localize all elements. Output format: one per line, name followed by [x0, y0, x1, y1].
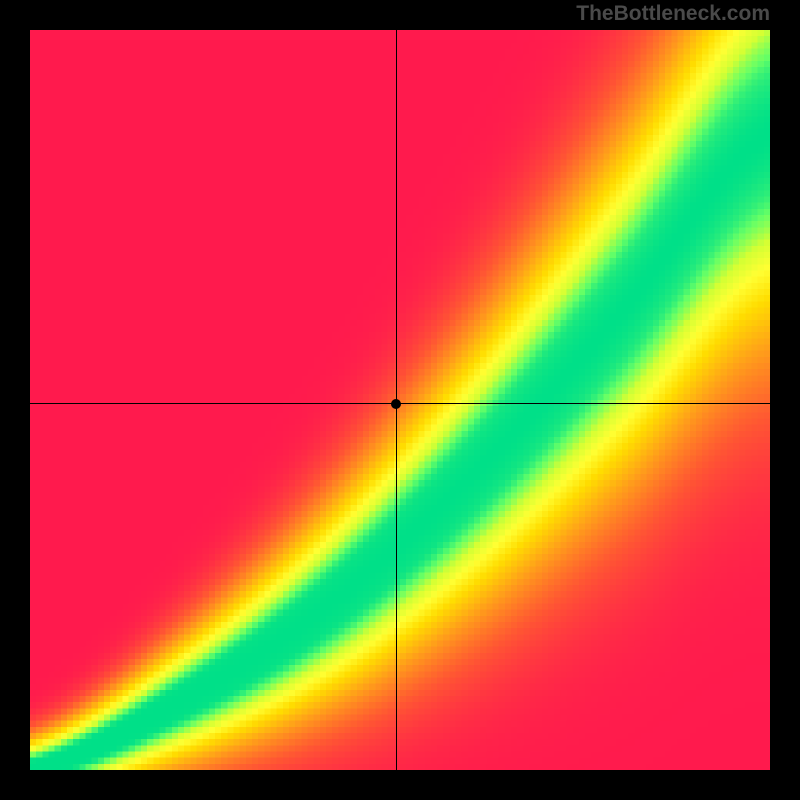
crosshair-marker — [391, 399, 401, 409]
watermark-text: TheBottleneck.com — [576, 2, 770, 26]
chart-container: { "type": "heatmap", "source_watermark":… — [0, 0, 800, 800]
